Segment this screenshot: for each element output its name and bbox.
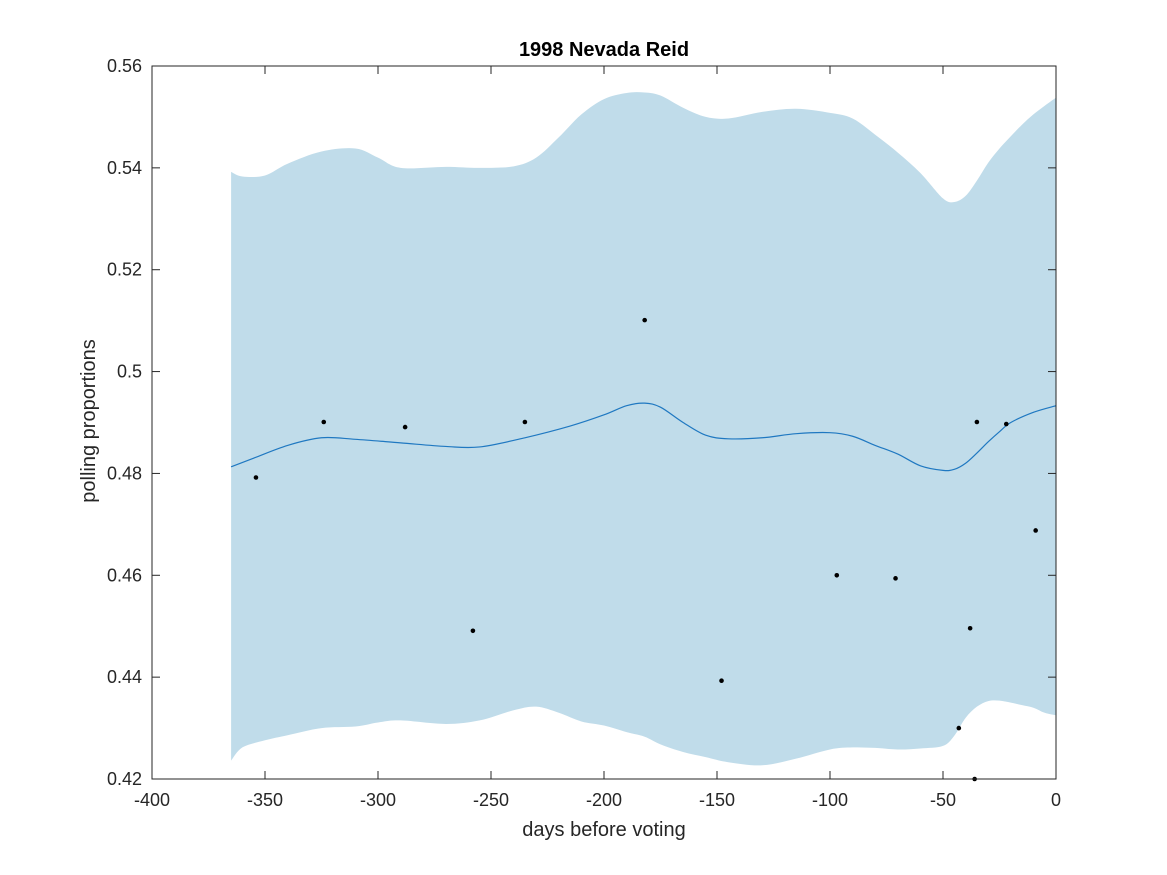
y-tick-label: 0.48 [107,463,142,483]
chart-title: 1998 Nevada Reid [519,39,689,61]
y-tick-label: 0.5 [117,362,142,382]
y-tick-label: 0.42 [107,769,142,789]
poll-point [402,424,408,430]
poll-point [956,725,962,731]
x-tick-label: -50 [930,790,956,810]
poll-point [1033,528,1038,533]
poll-point [642,317,647,323]
x-tick-label: -350 [247,790,283,810]
x-tick-label: -400 [134,790,170,810]
poll-point [834,572,840,578]
poll-point [719,678,724,684]
poll-point [321,419,327,425]
confidence-band [231,92,1057,766]
x-axis-label: days before voting [522,819,685,841]
x-tick-label: -200 [586,790,622,810]
x-tick-label: 0 [1051,790,1061,810]
poll-point [522,419,528,425]
x-tick-label: -100 [812,790,848,810]
axes: -400 -350 -300 -250 -200 -150 -100 -50 0 0.42 0.44… [107,56,1061,810]
x-tick-label: -300 [360,790,396,810]
poll-point [967,625,973,631]
y-tick-label: 0.46 [107,565,142,585]
poll-point [893,576,898,581]
y-tick-label: 0.52 [107,260,142,280]
poll-point [470,628,476,634]
poll-point [1003,421,1009,427]
plot-area [230,92,1057,782]
mean-line [230,402,1057,472]
y-axis-label: polling proportions [78,339,100,502]
poll-point [974,419,980,425]
y-tick-label: 0.54 [107,158,142,178]
y-tick-label: 0.56 [107,56,142,76]
x-tick-label: -150 [699,790,735,810]
poll-point [253,475,259,480]
x-tick-label: -250 [473,790,509,810]
y-tick-label: 0.44 [107,667,142,687]
